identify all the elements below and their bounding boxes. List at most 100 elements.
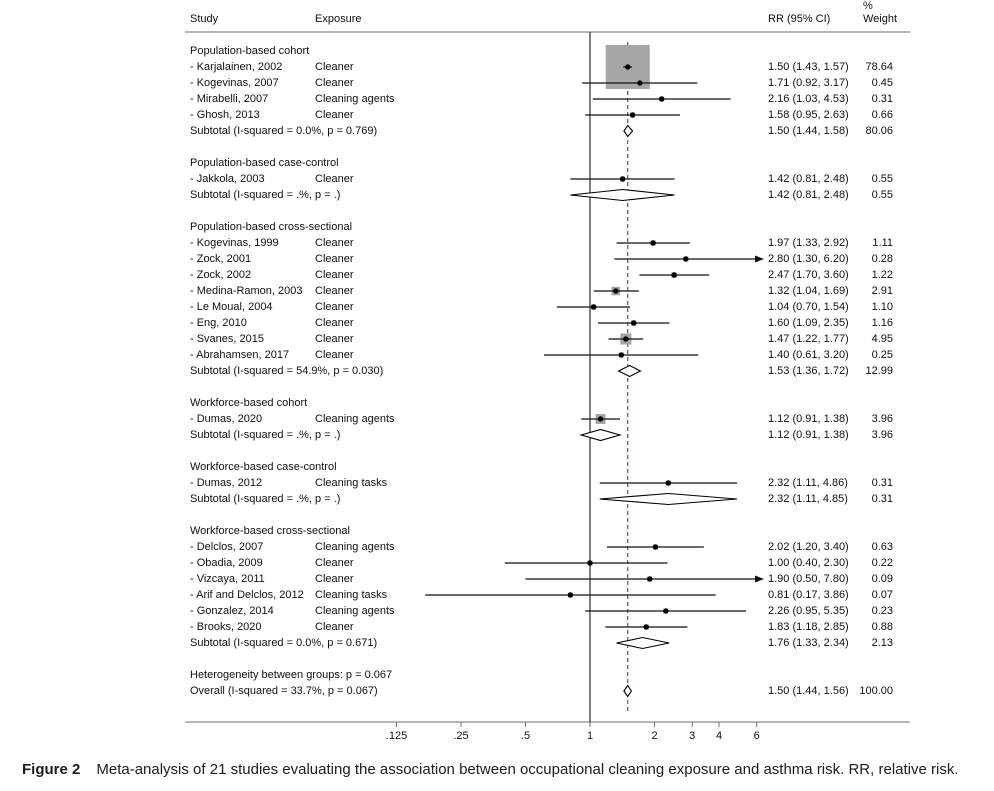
weight-value: 0.09 (871, 573, 893, 585)
x-tick-label: 3 (689, 730, 696, 742)
weight-value: 100.00 (859, 685, 893, 697)
effect-marker (650, 240, 656, 246)
study-label: - Vizcaya, 2011 (190, 573, 265, 585)
exposure-label: Cleaner (315, 109, 354, 121)
rr-value: 2.80 (1.30, 6.20) (768, 253, 849, 265)
overall-diamond (623, 684, 633, 698)
study-label: - Karjalainen, 2002 (190, 61, 283, 73)
weight-value: 80.06 (865, 125, 893, 137)
subtotal-label: Subtotal (I-squared = .%, p = .) (190, 189, 341, 201)
subtotal-diamond (599, 492, 737, 506)
weight-value: 0.88 (871, 621, 893, 633)
weight-value: 2.91 (871, 285, 893, 297)
rr-value: 2.26 (0.95, 5.35) (768, 605, 849, 617)
weight-column-header: Weight (863, 13, 898, 25)
exposure-label: Cleaner (315, 61, 354, 73)
weight-value: 0.07 (871, 589, 893, 601)
rr-value: 1.12 (0.91, 1.38) (768, 413, 849, 425)
rr-value: 1.42 (0.81, 2.48) (768, 189, 849, 201)
point-estimates-layer (567, 64, 689, 630)
study-label: - Ghosh, 2013 (190, 109, 260, 121)
x-tick-label: .25 (453, 730, 469, 742)
weight-value: 2.13 (871, 637, 893, 649)
effect-marker (587, 560, 593, 566)
exposure-label: Cleaner (315, 557, 354, 569)
exposure-label: Cleaner (315, 317, 354, 329)
weight-value: 1.11 (872, 237, 893, 249)
exposure-label: Cleaner (315, 237, 354, 249)
effect-marker (658, 96, 665, 102)
rr-value: 1.76 (1.33, 2.34) (768, 637, 849, 649)
weight-value: 4.95 (871, 333, 893, 345)
rr-value: 1.47 (1.22, 1.77) (768, 333, 849, 345)
effect-marker (625, 64, 631, 70)
figure-caption-label: Figure 2 (22, 761, 81, 778)
weight-value: 0.66 (871, 109, 893, 121)
weight-value: 3.96 (871, 429, 893, 441)
effect-marker (683, 256, 689, 262)
subtotal-label: Subtotal (I-squared = .%, p = .) (190, 493, 341, 505)
rr-value: 1.00 (0.40, 2.30) (768, 557, 849, 569)
rr-value: 1.90 (0.50, 7.80) (768, 573, 849, 585)
x-tick-label: .5 (520, 730, 531, 742)
percent-column-header: % (863, 0, 873, 12)
study-label: - Kogevinas, 1999 (190, 237, 279, 249)
ci-lines-layer (425, 66, 764, 628)
effect-marker (665, 480, 672, 486)
effect-marker (652, 544, 659, 550)
effect-marker (637, 80, 643, 86)
weight-value: 0.55 (871, 189, 893, 201)
exposure-label: Cleaner (315, 253, 354, 265)
figure-caption: Figure 2 Meta-analysis of 21 studies eval… (22, 761, 982, 778)
exposure-label: Cleaner (315, 173, 354, 185)
rr-value: 1.97 (1.33, 2.92) (768, 237, 849, 249)
subtotal-diamond (616, 636, 670, 650)
exposure-label: Cleaning agents (315, 413, 395, 425)
study-label: - Le Moual, 2004 (190, 301, 273, 313)
weight-value: 12.99 (865, 365, 893, 377)
rr-value: 1.83 (1.18, 2.85) (768, 621, 849, 633)
ci-arrow (755, 575, 764, 583)
weight-value: 78.64 (865, 61, 893, 73)
weight-value: 0.55 (871, 173, 893, 185)
figure-caption-text: Meta-analysis of 21 studies evaluating t… (96, 761, 959, 778)
study-label: - Svanes, 2015 (190, 333, 264, 345)
effect-marker (643, 624, 649, 630)
exposure-label: Cleaning agents (315, 93, 395, 105)
exposure-label: Cleaner (315, 285, 354, 297)
x-tick-label: 2 (651, 730, 658, 742)
rr-value: 2.32 (1.11, 4.86) (768, 477, 848, 489)
weight-value: 0.28 (871, 253, 893, 265)
study-label: - Dumas, 2012 (190, 477, 263, 489)
heterogeneity-note: Heterogeneity between groups: p = 0.067 (190, 669, 393, 681)
rr-value: 1.50 (1.43, 1.57) (768, 61, 849, 73)
study-label: - Zock, 2001 (190, 253, 252, 265)
exposure-label: Cleaner (315, 301, 354, 313)
rr-value: 2.47 (1.70, 3.60) (768, 269, 849, 281)
weight-value: 0.25 (871, 349, 893, 361)
exposure-column-header: Exposure (315, 13, 362, 25)
group-header: Population-based cohort (190, 45, 310, 57)
rr-value: 2.02 (1.20, 3.40) (768, 541, 849, 553)
effect-marker (597, 416, 604, 422)
rr-value: 2.16 (1.03, 4.53) (768, 93, 849, 105)
study-label: - Jakkola, 2003 (190, 173, 265, 185)
rr-value: 1.71 (0.92, 3.17) (768, 77, 849, 89)
study-label: - Dumas, 2020 (190, 413, 263, 425)
study-label: - Obadia, 2009 (190, 557, 263, 569)
effect-marker (629, 112, 636, 118)
subtotal-diamond (579, 428, 622, 442)
group-header: Workforce-based cross-sectional (190, 525, 350, 537)
effect-marker (619, 176, 626, 182)
rr-value: 1.32 (1.04, 1.69) (768, 285, 849, 297)
subtotal-label: Subtotal (I-squared = 0.0%, p = 0.769) (190, 125, 378, 137)
study-label: - Gonzalez, 2014 (190, 605, 274, 617)
group-header: Population-based cross-sectional (190, 221, 353, 233)
subtotal-label: Subtotal (I-squared = 0.0%, p = 0.671) (190, 637, 378, 649)
subtotal-diamond (623, 124, 634, 138)
weight-value: 3.96 (871, 413, 893, 425)
study-label: - Zock, 2002 (190, 269, 252, 281)
weight-value: 0.45 (871, 77, 893, 89)
weight-value: 0.22 (871, 557, 893, 569)
